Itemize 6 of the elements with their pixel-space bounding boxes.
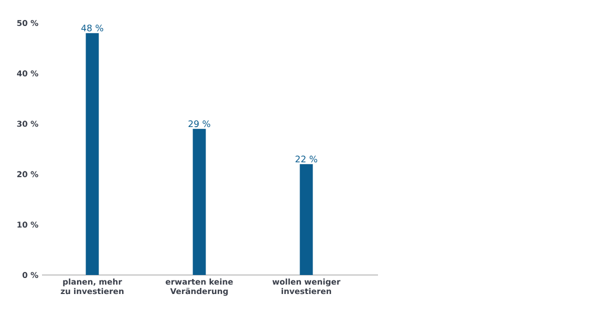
data-label: 29 % bbox=[188, 120, 210, 128]
data-label: 48 % bbox=[81, 24, 104, 32]
bar bbox=[192, 128, 206, 275]
data-label: 22 % bbox=[296, 156, 318, 162]
bar bbox=[300, 164, 313, 275]
bar bbox=[86, 33, 99, 275]
